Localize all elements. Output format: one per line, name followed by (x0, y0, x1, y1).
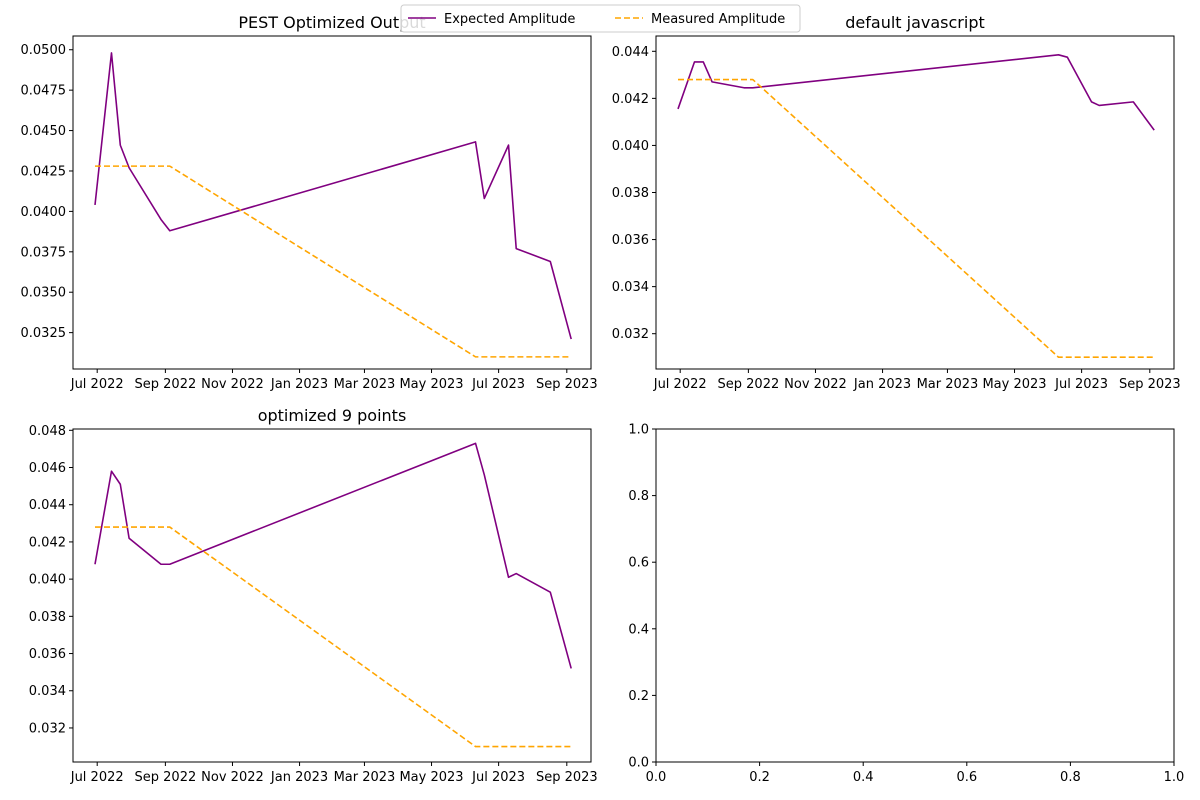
series-line-expected (677, 54, 1155, 131)
x-tick-label: Sep 2022 (135, 770, 197, 785)
x-tick-label: Sep 2022 (718, 377, 780, 392)
axes-frame (655, 35, 1175, 370)
y-tick-label: 0.6 (628, 556, 649, 571)
x-tick-label: Mar 2023 (334, 770, 396, 785)
x-tick-label: May 2023 (399, 377, 463, 392)
x-tick-label: 0.4 (853, 770, 874, 785)
y-tick-label: 0.038 (612, 186, 649, 201)
y-tick-label: 0.0500 (21, 43, 67, 58)
x-tick-label: Sep 2023 (1119, 377, 1181, 392)
x-tick-label: Nov 2022 (201, 377, 264, 392)
y-tick-label: 0.032 (612, 327, 649, 342)
series-line-expected (94, 52, 572, 340)
axes-frame (72, 35, 592, 370)
x-tick-label: Mar 2023 (917, 377, 979, 392)
y-tick-label: 0.0 (628, 756, 649, 771)
x-tick-label: Jan 2023 (270, 377, 328, 392)
x-tick-label: Nov 2022 (784, 377, 847, 392)
x-tick-label: 0.0 (646, 770, 667, 785)
y-tick-label: 0.0475 (21, 84, 67, 99)
x-tick-label: May 2023 (399, 770, 463, 785)
y-tick-label: 0.042 (29, 535, 66, 550)
chart-title: PEST Optimized Output (238, 13, 425, 32)
x-tick-label: Jul 2022 (653, 377, 707, 392)
x-tick-label: 0.8 (1060, 770, 1081, 785)
x-tick-label: Jul 2023 (471, 770, 525, 785)
y-tick-label: 0.4 (628, 622, 649, 637)
y-tick-label: 0.2 (628, 689, 649, 704)
chart-empty-axes: 0.0 0.2 0.4 0.6 0.8 1.0 0.0 0.2 0.4 0.6 0.8 1.0 (628, 423, 1184, 786)
x-tick-label: Jul 2022 (70, 770, 124, 785)
chart-default-javascript: Jul 2022 Sep 2022 Nov 2022 Jan 2023 Mar 2023… (612, 13, 1181, 392)
axes-frame (655, 428, 1175, 763)
y-tick-label: 0.040 (29, 573, 66, 588)
series-line-expected (94, 442, 572, 669)
y-tick-label: 0.044 (612, 45, 649, 60)
x-tick-label: May 2023 (982, 377, 1046, 392)
y-tick-label: 0.046 (29, 461, 66, 476)
x-tick-label: Jan 2023 (853, 377, 911, 392)
y-tick-label: 0.040 (612, 139, 649, 154)
y-tick-label: 0.032 (29, 721, 66, 736)
series-line-measured (95, 526, 572, 748)
series-line-measured (95, 165, 572, 358)
x-tick-label: 1.0 (1164, 770, 1185, 785)
y-tick-label: 1.0 (628, 423, 649, 438)
chart-title: default javascript (845, 13, 985, 32)
legend-frame (400, 4, 801, 33)
x-tick-label: Sep 2022 (135, 377, 197, 392)
x-tick-label: Sep 2023 (536, 377, 598, 392)
x-tick-label: Mar 2023 (334, 377, 396, 392)
x-tick-label: Jul 2023 (471, 377, 525, 392)
axes-frame (72, 428, 592, 763)
x-tick-label: Sep 2023 (536, 770, 598, 785)
x-tick-label: Jul 2022 (70, 377, 124, 392)
y-tick-label: 0.044 (29, 498, 66, 513)
chart-title: optimized 9 points (258, 406, 407, 425)
y-tick-label: 0.034 (612, 280, 649, 295)
y-tick-label: 0.048 (29, 424, 66, 439)
x-tick-label: Nov 2022 (201, 770, 264, 785)
y-tick-label: 0.0450 (21, 124, 67, 139)
y-tick-label: 0.0325 (21, 326, 67, 341)
y-tick-label: 0.0400 (21, 205, 67, 220)
x-tick-label: Jul 2023 (1054, 377, 1108, 392)
y-tick-label: 0.0375 (21, 245, 67, 260)
chart-optimized-9-points: Jul 2022 Sep 2022 Nov 2022 Jan 2023 Mar 2023… (29, 406, 598, 785)
y-tick-label: 0.036 (612, 233, 649, 248)
y-tick-label: 0.0425 (21, 164, 67, 179)
x-tick-label: 0.2 (749, 770, 770, 785)
chart-pest-optimized-output: Jul 2022 Sep 2022 Nov 2022 Jan 2023 Mar 2023… (21, 13, 598, 392)
y-tick-label: 0.0350 (21, 286, 67, 301)
series-line-measured (678, 78, 1155, 359)
legend-label-expected: Expected Amplitude (444, 12, 575, 27)
x-tick-label: Jan 2023 (270, 770, 328, 785)
y-tick-label: 0.042 (612, 92, 649, 107)
x-tick-label: 0.6 (956, 770, 977, 785)
legend: Expected Amplitude Measured Amplitude (400, 4, 801, 33)
y-tick-label: 0.038 (29, 610, 66, 625)
y-tick-label: 0.036 (29, 647, 66, 662)
legend-label-measured: Measured Amplitude (651, 12, 785, 27)
y-tick-label: 0.034 (29, 684, 66, 699)
y-tick-label: 0.8 (628, 489, 649, 504)
